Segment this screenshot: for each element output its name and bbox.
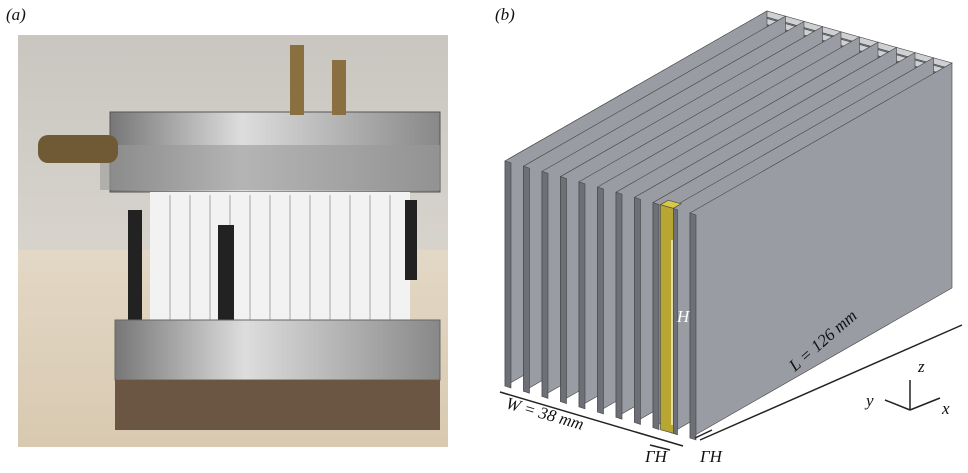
fin-end	[561, 177, 567, 404]
fin-end	[653, 203, 659, 430]
photo	[18, 35, 448, 447]
fin-end	[598, 187, 604, 414]
fin-end	[524, 166, 530, 393]
fin-end	[505, 161, 511, 388]
heat-sink-render	[505, 11, 952, 440]
fin-end	[616, 192, 622, 419]
panel-label: (b)	[495, 5, 515, 24]
axis-label: x	[941, 399, 950, 418]
width-label: W = 38 mm	[504, 394, 586, 434]
axis-label: z	[917, 357, 925, 376]
axis-label: y	[864, 391, 874, 410]
fin-end	[690, 213, 696, 440]
gap-label: ΓH	[699, 447, 724, 466]
height-label: H	[676, 307, 691, 326]
fin-end	[542, 171, 548, 398]
figure: (a) (b) H W = 38 mm L = 126 mm ΓH	[0, 0, 968, 468]
fin-end	[579, 182, 585, 409]
panel-label: (a)	[6, 5, 26, 24]
gap-label: ΓH	[644, 447, 669, 466]
fin-end	[635, 197, 641, 424]
